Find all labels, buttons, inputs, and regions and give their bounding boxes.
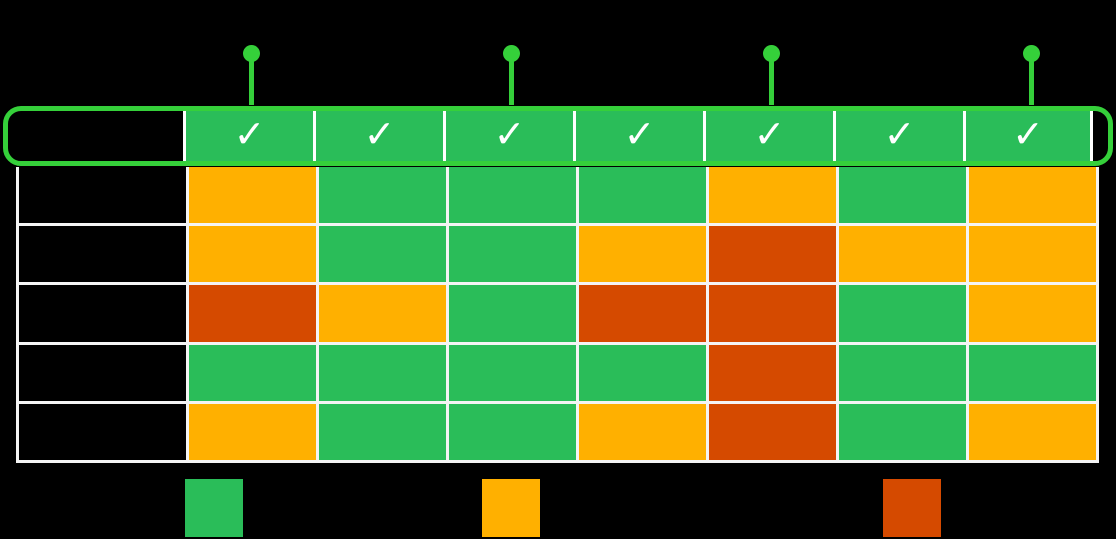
header-highlight-outline: ✓ ✓ ✓ ✓ ✓ ✓ ✓ <box>3 106 1113 166</box>
status-cell-r2-c2 <box>319 226 446 283</box>
check-icon: ✓ <box>753 112 786 156</box>
legend-swatch-good <box>185 479 243 537</box>
check-icon: ✓ <box>363 112 396 156</box>
status-cell-r1-c2 <box>319 167 446 224</box>
status-cell-r3-c5 <box>709 285 836 342</box>
status-cell-r4-c3 <box>449 344 576 401</box>
status-cell-r2-c6 <box>839 226 966 283</box>
status-cell-r2-c7 <box>969 226 1096 283</box>
marker-dot-icon <box>762 45 780 62</box>
status-cell-r1-c6 <box>839 167 966 224</box>
row-label-cell <box>19 226 186 283</box>
status-cell-r3-c1 <box>189 285 316 342</box>
header-check-cell-5: ✓ <box>703 111 833 161</box>
column-marker <box>446 45 576 106</box>
status-cell-r5-c2 <box>319 403 446 460</box>
status-cell-r5-c3 <box>449 403 576 460</box>
status-cell-r3-c2 <box>319 285 446 342</box>
status-cell-r1-c7 <box>969 167 1096 224</box>
status-cell-r5-c7 <box>969 403 1096 460</box>
column-marker <box>186 45 316 106</box>
legend-swatch-critical <box>883 479 941 537</box>
status-cell-r4-c1 <box>189 344 316 401</box>
check-icon: ✓ <box>623 112 656 156</box>
header-check-cell-6: ✓ <box>833 111 963 161</box>
marker-stem <box>248 61 254 105</box>
status-cell-r4-c5 <box>709 344 836 401</box>
status-cell-r1-c1 <box>189 167 316 224</box>
status-cell-r4-c7 <box>969 344 1096 401</box>
marker-stem <box>768 61 774 105</box>
check-icon: ✓ <box>493 112 526 156</box>
status-cell-r5-c1 <box>189 403 316 460</box>
status-cell-r1-c4 <box>579 167 706 224</box>
row-label-cell <box>19 285 186 342</box>
status-cell-r2-c1 <box>189 226 316 283</box>
header-check-cell-4: ✓ <box>573 111 703 161</box>
column-marker <box>706 45 836 106</box>
status-cell-r3-c4 <box>579 285 706 342</box>
status-cell-r3-c7 <box>969 285 1096 342</box>
marker-dot-icon <box>242 45 260 62</box>
row-label-cell <box>19 167 186 224</box>
status-cell-r5-c5 <box>709 403 836 460</box>
row-label-cell <box>19 344 186 401</box>
column-marker <box>966 45 1096 106</box>
status-cell-r2-c4 <box>579 226 706 283</box>
marker-dot-icon <box>502 45 520 62</box>
marker-row <box>8 45 1096 106</box>
status-cell-r5-c4 <box>579 403 706 460</box>
header-check-cell-3: ✓ <box>443 111 573 161</box>
header-check-cell-1: ✓ <box>183 111 313 161</box>
check-icon: ✓ <box>233 112 266 156</box>
row-label-cell <box>19 403 186 460</box>
marker-dot-icon <box>1022 45 1040 62</box>
legend-swatch-warning <box>482 479 540 537</box>
status-cell-r3-c3 <box>449 285 576 342</box>
header-check-cell-7: ✓ <box>963 111 1093 161</box>
marker-stem <box>508 61 514 105</box>
status-grid <box>16 167 1099 463</box>
status-cell-r2-c3 <box>449 226 576 283</box>
status-cell-r1-c5 <box>709 167 836 224</box>
header-row: ✓ ✓ ✓ ✓ ✓ ✓ ✓ <box>8 111 1108 161</box>
status-cell-r5-c6 <box>839 403 966 460</box>
check-icon: ✓ <box>1012 112 1044 156</box>
status-cell-r2-c5 <box>709 226 836 283</box>
status-cell-r4-c2 <box>319 344 446 401</box>
header-label-cell <box>8 111 183 161</box>
status-cell-r4-c4 <box>579 344 706 401</box>
check-icon: ✓ <box>883 112 916 156</box>
status-cell-r1-c3 <box>449 167 576 224</box>
header-check-cell-2: ✓ <box>313 111 443 161</box>
status-cell-r3-c6 <box>839 285 966 342</box>
status-cell-r4-c6 <box>839 344 966 401</box>
marker-stem <box>1028 61 1034 105</box>
